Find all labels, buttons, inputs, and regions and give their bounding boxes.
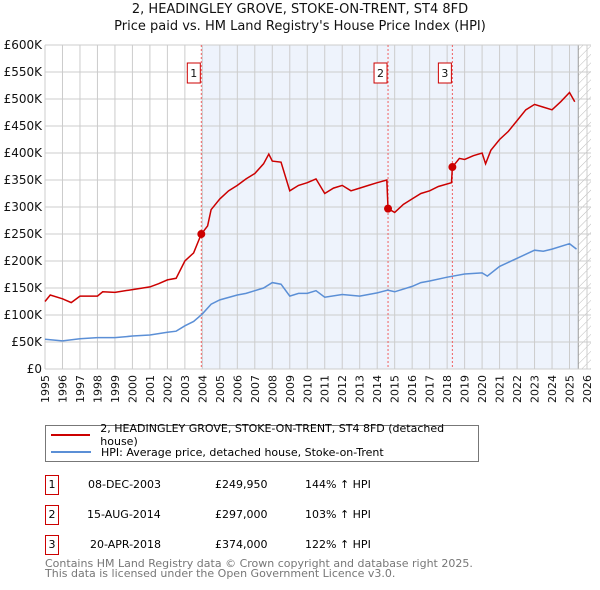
sale-label-box xyxy=(373,62,388,84)
chart-plot: 1995 1996 1997 1998 1999 2000 2001 2002 2003 2004… xyxy=(4,38,594,403)
x-tick-label: 2011 xyxy=(319,375,332,403)
y-tick-label: £300K xyxy=(4,200,44,214)
x-tick-label: 1997 xyxy=(74,375,87,403)
x-tick-label: 2003 xyxy=(179,375,192,403)
y-tick-label: £50K xyxy=(11,335,43,349)
x-tick-label: 2024 xyxy=(546,375,559,403)
transaction-row: 3 20-APR-2018 £374,000 122% ↑ HPI xyxy=(45,535,495,555)
y-tick-label: £100K xyxy=(4,308,44,322)
x-tick-label: 2019 xyxy=(459,375,472,403)
property-price-line xyxy=(44,91,576,304)
y-tick-label: £400K xyxy=(4,146,44,160)
x-tick-label: 2013 xyxy=(354,375,367,403)
x-tick-label: 2007 xyxy=(249,375,262,403)
x-tick-label: 2012 xyxy=(336,375,349,403)
price: £374,000 xyxy=(215,538,268,551)
date: 08-DEC-2003 xyxy=(88,478,162,491)
hpi-change: 103% ↑ HPI xyxy=(305,508,371,521)
sale-point xyxy=(448,163,457,172)
footer-copyright: Contains HM Land Registry data © Crown c… xyxy=(45,557,473,570)
x-tick-label: 2026 xyxy=(581,375,594,403)
y-tick-label: £500K xyxy=(4,92,44,106)
x-tick-label: 2005 xyxy=(214,375,227,403)
hpi-change: 144% ↑ HPI xyxy=(305,478,371,491)
x-tick-label: 2010 xyxy=(301,375,314,403)
legend-swatch-red xyxy=(51,434,91,436)
footer-licence: This data is licensed under the Open Gov… xyxy=(45,567,396,580)
sale-point xyxy=(384,204,393,213)
marker-badge: 3 xyxy=(45,535,59,555)
marker-badge: 1 xyxy=(45,475,59,495)
x-tick-label: 2021 xyxy=(494,375,507,403)
x-tick-label: 2004 xyxy=(196,375,209,403)
y-tick-label: £200K xyxy=(4,254,44,268)
transaction-row: 1 08-DEC-2003 £249,950 144% ↑ HPI xyxy=(45,475,495,495)
sale-label: 3 xyxy=(441,67,448,80)
x-tick-label: 2000 xyxy=(126,375,139,403)
x-tick-label: 2016 xyxy=(406,375,419,403)
x-tick-label: 2025 xyxy=(564,375,577,403)
x-tick-label: 2001 xyxy=(144,375,157,403)
y-tick-label: £250K xyxy=(4,227,44,241)
price: £249,950 xyxy=(215,478,268,491)
x-tick-label: 2009 xyxy=(284,375,297,403)
sale-label: 2 xyxy=(377,67,384,80)
x-tick-label: 1996 xyxy=(56,375,69,403)
x-tick-label: 2022 xyxy=(511,375,524,403)
y-tick-label: £0 xyxy=(27,362,42,376)
legend-label: HPI: Average price, detached house, Stok… xyxy=(101,445,384,459)
legend-label: 2, HEADINGLEY GROVE, STOKE-ON-TRENT, ST4… xyxy=(100,422,445,448)
legend-swatch-blue xyxy=(51,451,91,453)
chart-title: 2, HEADINGLEY GROVE, STOKE-ON-TRENT, ST4… xyxy=(131,2,469,17)
y-tick-label: £550K xyxy=(4,65,44,79)
date: 20-APR-2018 xyxy=(90,538,162,551)
hpi-change: 122% ↑ HPI xyxy=(305,538,371,551)
sale-label-box xyxy=(186,62,201,84)
y-tick-label: £150K xyxy=(4,281,44,295)
x-tick-label: 2023 xyxy=(529,375,542,403)
x-tick-label: 2008 xyxy=(266,375,279,403)
x-tick-label: 1995 xyxy=(39,375,52,403)
sale-point xyxy=(197,230,206,239)
y-tick-label: £350K xyxy=(4,173,44,187)
sale-label: 1 xyxy=(190,67,197,80)
chart-subtitle: Price paid vs. HM Land Registry's House … xyxy=(114,19,486,34)
sale-label-box xyxy=(437,62,452,84)
x-tick-label: 2020 xyxy=(476,375,489,403)
x-tick-label: 1998 xyxy=(91,375,104,403)
date: 15-AUG-2014 xyxy=(87,508,161,521)
y-tick-label: £600K xyxy=(4,38,44,52)
x-tick-label: 2015 xyxy=(389,375,402,403)
price: £297,000 xyxy=(215,508,268,521)
x-tick-label: 2018 xyxy=(441,375,454,403)
legend-item-property: 2, HEADINGLEY GROVE, STOKE-ON-TRENT, ST4… xyxy=(51,422,478,448)
legend-item-hpi: HPI: Average price, detached house, Stok… xyxy=(51,444,384,460)
x-tick-label: 2002 xyxy=(161,375,174,403)
marker-badge: 2 xyxy=(45,505,59,525)
x-tick-label: 2017 xyxy=(424,375,437,403)
x-tick-label: 2014 xyxy=(371,375,384,403)
x-tick-label: 1999 xyxy=(109,375,122,403)
legend: 2, HEADINGLEY GROVE, STOKE-ON-TRENT, ST4… xyxy=(45,422,479,462)
y-tick-label: £450K xyxy=(4,119,44,133)
hpi-line xyxy=(44,242,577,342)
transaction-row: 2 15-AUG-2014 £297,000 103% ↑ HPI xyxy=(45,505,495,525)
x-tick-label: 2006 xyxy=(231,375,244,403)
footer: Contains HM Land Registry data © Crown c… xyxy=(45,557,473,580)
